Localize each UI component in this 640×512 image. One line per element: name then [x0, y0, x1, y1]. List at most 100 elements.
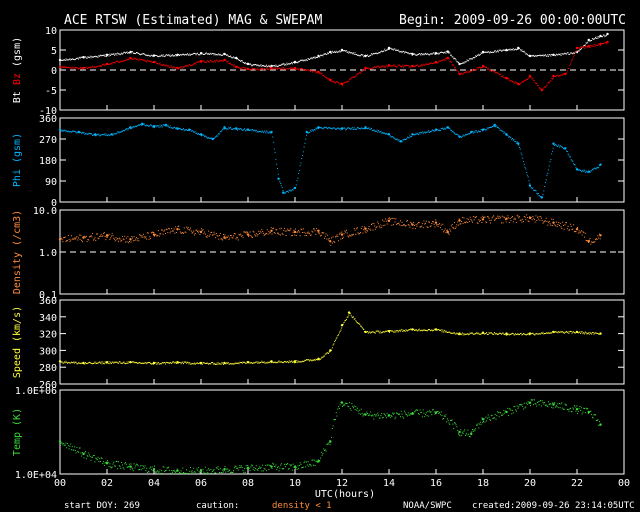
trace-dot-temp: [220, 471, 222, 473]
trace-dot-speed: [427, 329, 429, 331]
trace-dot-bz: [443, 58, 445, 60]
trace-dot-density: [463, 217, 465, 219]
trace-dot-bt: [440, 51, 442, 53]
trace-dot-bt: [451, 56, 453, 58]
trace-dot-temp: [405, 413, 407, 415]
trace-dot-speed: [334, 339, 336, 341]
trace-dot-density: [240, 233, 242, 235]
trace-dot-density: [234, 233, 236, 235]
trace-dot-bz: [560, 74, 562, 76]
trace-dot-phi: [143, 123, 145, 125]
trace-dot-density: [232, 237, 234, 239]
trace-dot-bt: [521, 49, 523, 51]
trace-dot-phi: [287, 191, 289, 193]
trace-dot-temp: [375, 413, 377, 415]
trace-dot-bt: [200, 52, 202, 54]
trace-dot-bz: [493, 71, 495, 73]
trace-dot-temp: [208, 468, 210, 470]
trace-dot-phi: [70, 131, 72, 133]
trace-dot-bz: [194, 62, 196, 64]
trace-dot-density: [360, 231, 362, 233]
trace-dot-bt: [518, 47, 520, 49]
trace-dot-bt: [467, 60, 469, 62]
trace-dot-speed: [562, 331, 564, 333]
trace-dot-phi: [342, 127, 343, 129]
trace-dot-temp: [476, 424, 478, 426]
trace-dot-bz: [387, 66, 389, 68]
trace-dot-phi: [301, 158, 303, 160]
trace-dot-speed: [562, 331, 564, 333]
trace-dot-temp: [487, 414, 489, 416]
trace-dot-speed: [273, 361, 275, 363]
trace-dot-bt: [334, 52, 336, 54]
trace-dot-bz: [510, 80, 512, 82]
trace-dot-speed: [74, 362, 76, 364]
trace-dot-bz: [209, 59, 211, 61]
x-tick-label: 22: [571, 478, 583, 489]
trace-dot-bz: [155, 61, 157, 63]
trace-dot-phi: [457, 134, 459, 136]
trace-dot-speed: [365, 331, 367, 333]
trace-dot-density: [137, 238, 139, 240]
data-point-density: [446, 230, 449, 234]
trace-dot-phi: [73, 130, 75, 132]
trace-dot-bz: [491, 70, 493, 72]
trace-dot-bz: [485, 66, 487, 68]
trace-dot-density: [304, 235, 306, 237]
trace-dot-density: [219, 235, 221, 237]
trace-dot-density: [484, 216, 486, 218]
trace-dot-bz: [419, 65, 421, 67]
trace-dot-speed: [398, 330, 400, 332]
trace-dot-bz: [251, 67, 253, 69]
trace-dot-bz: [273, 68, 275, 70]
trace-dot-temp: [340, 401, 342, 403]
trace-dot-speed: [326, 352, 328, 354]
trace-dot-speed: [175, 362, 177, 364]
trace-dot-speed: [95, 361, 97, 363]
trace-dot-temp: [308, 465, 310, 467]
trace-dot-temp: [228, 469, 230, 471]
trace-dot-speed: [497, 334, 499, 336]
trace-dot-bz: [349, 78, 351, 80]
trace-dot-temp: [567, 408, 569, 410]
trace-dot-speed: [349, 312, 351, 314]
trace-dot-density: [285, 234, 287, 236]
trace-dot-phi: [391, 136, 393, 138]
trace-dot-temp: [160, 472, 162, 474]
trace-dot-speed: [249, 362, 251, 364]
trace-dot-speed: [392, 330, 394, 332]
trace-dot-bz: [76, 66, 78, 68]
trace-dot-speed: [315, 358, 317, 360]
trace-dot-phi: [300, 162, 302, 164]
trace-dot-phi: [382, 132, 384, 134]
trace-dot-phi: [188, 128, 190, 130]
trace-dot-phi: [132, 126, 134, 128]
trace-dot-phi: [362, 128, 364, 130]
trace-dot-bt: [294, 62, 296, 64]
trace-dot-temp: [110, 466, 112, 468]
trace-dot-temp: [305, 466, 307, 468]
trace-dot-bt: [450, 54, 452, 56]
x-tick-label: 16: [430, 478, 442, 489]
trace-dot-speed: [397, 331, 399, 333]
trace-dot-phi: [579, 169, 581, 171]
trace-dot-speed: [85, 362, 87, 364]
trace-dot-bt: [105, 55, 107, 57]
trace-dot-bz: [130, 57, 132, 59]
trace-dot-density: [381, 219, 383, 221]
trace-dot-density: [533, 219, 535, 221]
trace-dot-speed: [128, 361, 130, 363]
trace-dot-bt: [544, 54, 546, 56]
trace-dot-density: [425, 222, 427, 224]
trace-dot-bz: [497, 72, 499, 74]
trace-dot-speed: [572, 331, 574, 333]
trace-dot-bz: [326, 77, 328, 79]
trace-dot-bt: [274, 66, 276, 68]
trace-dot-bz: [201, 61, 202, 63]
trace-dot-speed: [463, 333, 465, 335]
trace-dot-bz: [357, 73, 359, 75]
trace-dot-bz: [218, 61, 220, 63]
trace-dot-speed: [261, 360, 263, 362]
trace-dot-temp: [498, 416, 500, 418]
trace-dot-bt: [111, 53, 113, 55]
